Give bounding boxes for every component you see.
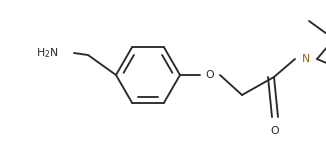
Text: O: O bbox=[206, 70, 214, 80]
Text: N: N bbox=[302, 54, 310, 64]
Text: O: O bbox=[271, 126, 279, 136]
Text: $\mathregular{H_2N}$: $\mathregular{H_2N}$ bbox=[37, 46, 59, 60]
